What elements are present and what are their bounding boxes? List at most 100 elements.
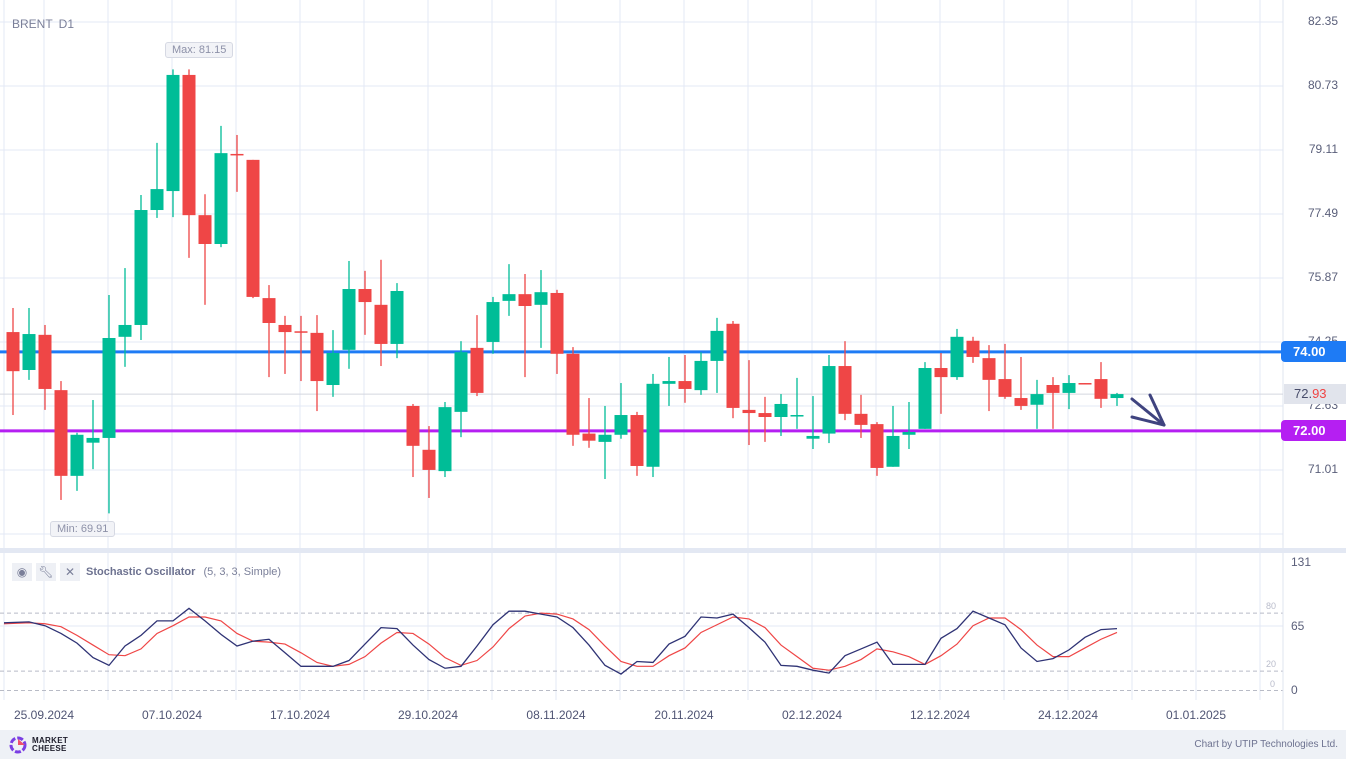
current-price-frac: 93 <box>1312 386 1327 401</box>
candle <box>406 403 420 478</box>
candle-body <box>918 368 932 429</box>
candle-body <box>966 340 980 357</box>
candle <box>614 383 628 439</box>
symbol-label: BRENT D1 <box>12 17 74 31</box>
osc-axis-min: 0 <box>1291 683 1298 697</box>
candle <box>822 354 836 444</box>
candle-body <box>582 433 596 441</box>
candle-body <box>294 331 308 333</box>
candle-body <box>742 409 756 414</box>
candle-body <box>502 294 516 301</box>
grid <box>0 0 1283 700</box>
candle-body <box>1078 383 1092 385</box>
candle-body <box>678 381 692 389</box>
candle-body <box>374 304 388 344</box>
candle <box>934 353 948 414</box>
date-tick: 12.12.2024 <box>909 708 971 722</box>
stoch-k-line <box>3 607 1118 675</box>
candle-body <box>646 383 660 467</box>
candle-body <box>326 353 340 386</box>
candle-body <box>726 323 740 408</box>
candle <box>1078 383 1092 385</box>
candle-body <box>70 434 84 476</box>
candle <box>38 324 52 410</box>
candle <box>86 400 100 470</box>
candle <box>998 343 1012 399</box>
candle <box>70 432 84 491</box>
candle-body <box>22 334 36 370</box>
candle <box>118 268 132 367</box>
candle-body <box>438 407 452 472</box>
candle-body <box>886 435 900 467</box>
candle <box>198 194 212 305</box>
candle-body <box>534 292 548 305</box>
price-tick: 80.73 <box>1307 78 1338 92</box>
candle <box>454 341 468 438</box>
candle-body <box>86 437 100 443</box>
candle <box>582 398 596 448</box>
current-price-label: 72.93 <box>1284 384 1346 404</box>
candle-body <box>822 366 836 434</box>
candle <box>374 259 388 367</box>
candle <box>278 315 292 374</box>
stoch-d-line <box>3 612 1118 671</box>
candle-body <box>486 302 500 342</box>
price-tick: 82.35 <box>1307 14 1338 28</box>
candle <box>630 411 644 476</box>
date-tick: 29.10.2024 <box>397 708 459 722</box>
wrench-icon[interactable]: 🔧︎ <box>36 563 56 581</box>
candle <box>166 69 180 218</box>
candle <box>1110 392 1124 406</box>
candle-body <box>774 403 788 417</box>
price-tick: 71.01 <box>1307 462 1338 476</box>
max-label: Max: 81.15 <box>165 42 234 58</box>
candle <box>902 401 916 449</box>
market-cheese-logo[interactable]: MARKET CHEESE <box>8 735 68 755</box>
candle <box>598 405 612 480</box>
osc-axis-max: 131 <box>1291 555 1312 569</box>
candle <box>262 285 276 378</box>
candle <box>534 270 548 348</box>
date-tick: 08.11.2024 <box>526 708 586 722</box>
logo-text-1: MARKET <box>32 736 69 745</box>
level-label-74: 74.00 <box>1281 341 1346 362</box>
candle <box>246 159 260 299</box>
candle-body <box>518 294 532 307</box>
oscillator-params: (5, 3, 3, Simple) <box>203 566 282 578</box>
candle <box>358 270 372 335</box>
candle-body <box>662 381 676 384</box>
date-tick: 02.12.2024 <box>781 708 843 722</box>
candle-body <box>278 324 292 333</box>
eye-icon[interactable]: ◉ <box>12 563 32 581</box>
candle-body <box>566 353 580 435</box>
candle-body <box>982 358 996 380</box>
osc-level-80: 80 <box>1266 601 1277 611</box>
osc-level-0: 0 <box>1270 679 1276 689</box>
candle <box>982 345 996 412</box>
candle <box>422 426 436 498</box>
candle <box>806 396 820 449</box>
candle-body <box>1062 383 1076 393</box>
candle-body <box>614 415 628 435</box>
candle-body <box>790 415 804 417</box>
candle-body <box>198 215 212 244</box>
oscillator-name: Stochastic Oscillator <box>86 566 196 578</box>
price-chart[interactable] <box>0 0 1346 730</box>
candle-body <box>598 434 612 442</box>
candle <box>326 330 340 397</box>
candle-body <box>998 379 1012 397</box>
candle-body <box>214 153 228 244</box>
candle-body <box>134 210 148 325</box>
candle-body <box>390 290 404 344</box>
close-icon[interactable]: ✕ <box>60 563 80 581</box>
candle <box>438 401 452 478</box>
price-tick: 79.11 <box>1308 142 1338 156</box>
pane-separator[interactable] <box>0 548 1346 553</box>
price-tick: 75.87 <box>1307 270 1338 284</box>
symbol-name: BRENT <box>12 17 53 31</box>
arrow-down-icon[interactable] <box>1130 393 1166 427</box>
candle-body <box>150 189 164 211</box>
candle-body <box>1030 394 1044 405</box>
current-price-int: 72. <box>1294 386 1313 401</box>
candle <box>294 315 308 382</box>
